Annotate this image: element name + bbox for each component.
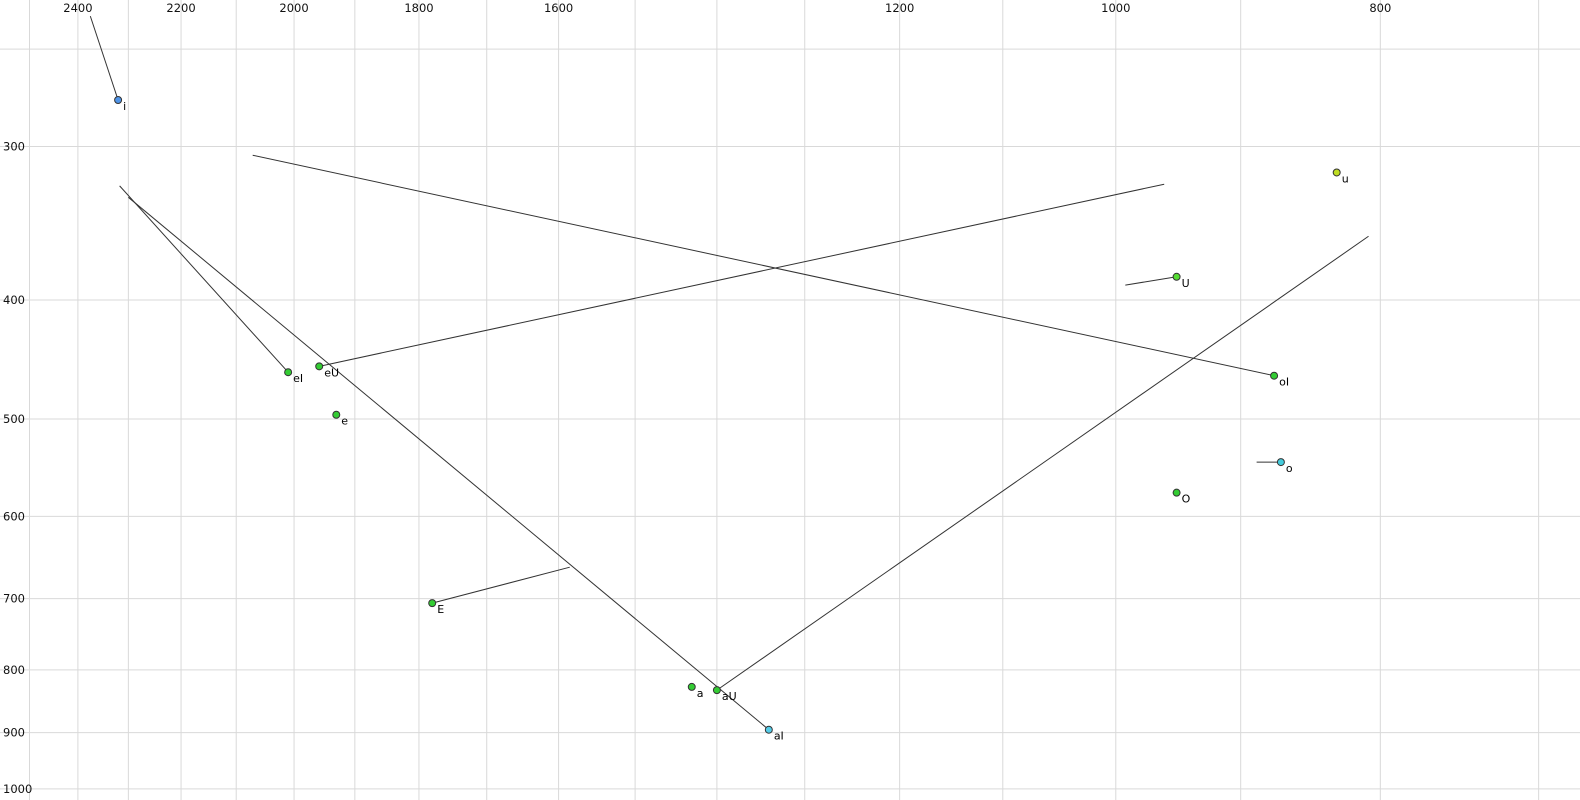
y-tick-label-500: 500 bbox=[3, 412, 25, 426]
glide-line-U bbox=[1125, 276, 1177, 286]
x-tick-label-1800: 1800 bbox=[404, 1, 433, 15]
vowel-label-eI: eI bbox=[293, 372, 303, 385]
vowel-point-U[interactable] bbox=[1172, 272, 1181, 281]
vowel-point-aU[interactable] bbox=[712, 686, 721, 695]
x-tick-label-2400: 2400 bbox=[63, 1, 92, 15]
glide-line-i bbox=[89, 15, 119, 101]
x-tick-label-2200: 2200 bbox=[166, 1, 195, 15]
vowel-point-o[interactable] bbox=[1276, 458, 1285, 467]
vowel-label-U: U bbox=[1182, 277, 1190, 290]
vowel-point-oI[interactable] bbox=[1270, 371, 1279, 380]
vowel-point-u[interactable] bbox=[1332, 168, 1341, 177]
y-tick-label-600: 600 bbox=[3, 509, 25, 523]
y-tick-label-700: 700 bbox=[3, 592, 25, 606]
x-tick-label-1600: 1600 bbox=[544, 1, 573, 15]
y-tick-label-400: 400 bbox=[3, 293, 25, 307]
glide-line-E bbox=[432, 566, 570, 604]
vowel-point-aI[interactable] bbox=[764, 725, 773, 734]
glide-line-eI bbox=[119, 185, 289, 373]
glide-line-oI bbox=[252, 154, 1275, 377]
vowel-point-i[interactable] bbox=[114, 96, 123, 105]
vowel-point-E[interactable] bbox=[428, 599, 437, 608]
vowel-label-eU: eU bbox=[324, 366, 339, 379]
y-tick-label-300: 300 bbox=[3, 139, 25, 153]
vowel-label-u: u bbox=[1342, 172, 1349, 185]
vowel-point-e[interactable] bbox=[332, 410, 341, 419]
y-tick-label-800: 800 bbox=[3, 663, 25, 677]
x-tick-label-1200: 1200 bbox=[885, 1, 914, 15]
vowel-label-aU: aU bbox=[722, 690, 737, 703]
vowel-label-E: E bbox=[437, 603, 444, 616]
glide-line-aI bbox=[128, 196, 770, 731]
vowel-point-O[interactable] bbox=[1172, 488, 1181, 497]
y-tick-label-1000: 1000 bbox=[3, 782, 32, 796]
vowel-label-e: e bbox=[341, 415, 348, 428]
x-tick-label-2000: 2000 bbox=[279, 1, 308, 15]
vowel-label-o: o bbox=[1286, 462, 1293, 475]
vowel-point-eI[interactable] bbox=[284, 368, 293, 377]
glide-line-aU bbox=[716, 235, 1369, 691]
vowel-label-i: i bbox=[123, 100, 126, 113]
vowel-point-eU[interactable] bbox=[315, 362, 324, 371]
vowel-label-aI: aI bbox=[774, 730, 784, 743]
y-tick-label-900: 900 bbox=[3, 726, 25, 740]
x-tick-label-800: 800 bbox=[1369, 1, 1391, 15]
vowel-point-a[interactable] bbox=[687, 682, 696, 691]
x-tick-label-1000: 1000 bbox=[1101, 1, 1130, 15]
vowel-label-O: O bbox=[1182, 493, 1191, 506]
glide-line-eU bbox=[319, 183, 1165, 367]
vowel-label-oI: oI bbox=[1279, 376, 1289, 389]
vowel-label-a: a bbox=[697, 687, 704, 700]
